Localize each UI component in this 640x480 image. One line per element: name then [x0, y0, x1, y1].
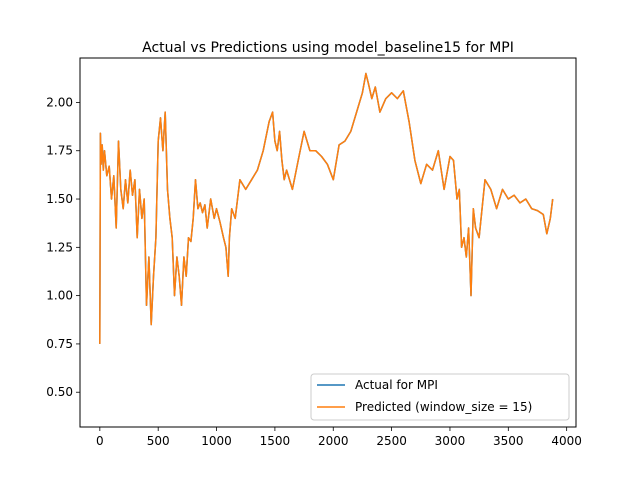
x-tick-label: 3000	[435, 434, 466, 448]
y-tick-label: 1.75	[46, 144, 73, 158]
y-tick-label: 0.75	[46, 337, 73, 351]
plot-frame	[79, 57, 577, 428]
legend-label-predicted: Predicted (window_size = 15)	[355, 400, 532, 414]
x-tick-label: 1000	[201, 434, 232, 448]
chart-title: Actual vs Predictions using model_baseli…	[142, 40, 514, 56]
x-tick-label: 3500	[493, 434, 524, 448]
legend-label-actual: Actual for MPI	[355, 378, 438, 392]
legend: Actual for MPI Predicted (window_size = …	[310, 373, 570, 421]
x-tick-label: 4000	[551, 434, 582, 448]
x-axis: 0 500 1000 1500 2000 2500 3000 3500 4000	[96, 427, 582, 448]
y-tick-label: 0.50	[46, 385, 73, 399]
series-layer	[99, 72, 554, 344]
x-tick-label: 0	[96, 434, 104, 448]
series-line-predicted	[99, 72, 554, 344]
x-tick-label: 500	[147, 434, 170, 448]
y-axis: 0.50 0.75 1.00 1.25 1.50 1.75 2.00	[46, 95, 80, 399]
x-tick-label: 2500	[376, 434, 407, 448]
y-tick-label: 1.50	[46, 192, 73, 206]
x-tick-label: 2000	[318, 434, 349, 448]
legend-box	[310, 373, 570, 421]
y-tick-label: 1.00	[46, 289, 73, 303]
y-tick-label: 2.00	[46, 95, 73, 109]
y-tick-label: 1.25	[46, 240, 73, 254]
x-tick-label: 1500	[260, 434, 291, 448]
